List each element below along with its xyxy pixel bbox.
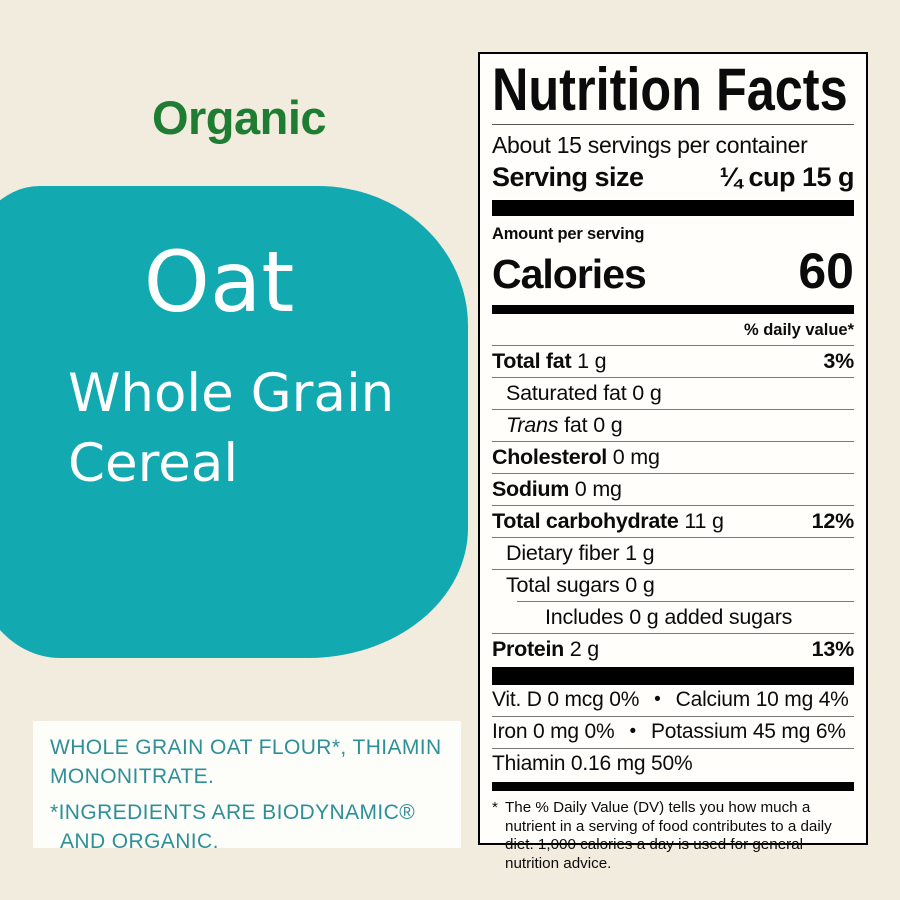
title-divider: [492, 123, 854, 125]
nutrient-row: Saturated fat 0 g: [492, 376, 854, 409]
organic-label: Organic: [151, 91, 327, 144]
bullet-separator: •: [654, 689, 661, 711]
nutrient-rows: Total fat 1 g 3% Saturated fat 0 g Trans fa…: [492, 344, 855, 665]
calories-value: 60: [798, 242, 854, 299]
medium-divider-bar: [492, 304, 854, 314]
micronutrient-value: Vit. D 0 mcg 0%: [492, 688, 640, 712]
nutrient-row: Dietary fiber 1 g: [492, 536, 854, 569]
ingredients-text: WHOLE GRAIN OAT FLOUR*, THIAMIN MONONITR…: [50, 736, 442, 788]
product-name-line2: Whole Grain: [68, 363, 395, 425]
serving-size-value: ¼ cup 15 g: [719, 161, 854, 192]
amount-per-serving-label: Amount per serving: [492, 224, 645, 243]
micronutrient-row: Vit. D 0 mcg 0% • Calcium 10 mg 4%: [492, 685, 854, 716]
bullet-separator: •: [629, 721, 637, 743]
product-name-line1: Oat: [143, 233, 295, 331]
nutrient-row: Total fat 1 g 3%: [492, 344, 854, 377]
servings-per-container: About 15 servings per container: [492, 131, 808, 158]
daily-value-percent: 12%: [811, 508, 855, 533]
micronutrient-row: Thiamin 0.16 mg 50%: [492, 747, 854, 780]
medium-divider-bar: [492, 781, 854, 791]
micronutrient-rows: Vit. D 0 mcg 0% • Calcium 10 mg 4% Iron 0 m…: [492, 685, 854, 780]
micronutrient-value: Calcium 10 mg 4%: [675, 688, 849, 712]
nutrient-row: Total sugars 0 g: [492, 568, 854, 601]
nutrient-row: Total carbohydrate 11 g 12%: [492, 504, 855, 537]
nutrient-row: Includes 0 g added sugars: [517, 600, 854, 633]
nutrient-name-amount: Protein 2 g: [492, 636, 600, 661]
daily-value-footnote: * The % Daily Value (DV) tells you how m…: [492, 799, 854, 874]
micronutrient-value: Thiamin 0.16 mg 50%: [492, 752, 693, 776]
ingredients-footnote: *INGREDIENTS ARE BIODYNAMIC® AND ORGANIC…: [50, 800, 416, 853]
nutrient-name-amount: Trans fat 0 g: [506, 412, 623, 437]
footnote-asterisk: *: [492, 798, 498, 816]
nutrient-name-amount: Total fat 1 g: [492, 348, 607, 373]
ingredients-panel: WHOLE GRAIN OAT FLOUR*, THIAMIN MONONITR…: [33, 721, 461, 853]
nutrient-row: Sodium 0 mg: [492, 472, 854, 505]
thick-divider-bar: [492, 199, 854, 216]
nutrient-name-amount: Dietary fiber 1 g: [506, 540, 655, 565]
calories-row: Calories 60: [492, 242, 854, 300]
nutrient-name-amount: Sodium 0 mg: [492, 476, 622, 501]
nutrition-facts-label: Nutrition Facts About 15 servings per co…: [478, 52, 868, 872]
serving-size-row: Serving size ¼ cup 15 g: [492, 162, 854, 193]
thick-divider-bar: [492, 666, 854, 685]
product-name-line3: Cereal: [68, 432, 239, 494]
footnote-text: The % Daily Value (DV) tells you how muc…: [505, 798, 832, 873]
nutrient-name-amount: Includes 0 g added sugars: [545, 604, 793, 629]
nutrient-row: Cholesterol 0 mg: [492, 440, 854, 473]
nutrient-row: Protein 2 g 13%: [492, 632, 855, 665]
micronutrient-row: Iron 0 mg 0% • Potassium 45 mg 6%: [492, 715, 854, 748]
nutrient-name-amount: Saturated fat 0 g: [506, 380, 662, 405]
nutrition-facts-title: Nutrition Facts: [492, 56, 848, 123]
daily-value-percent: 3%: [823, 348, 854, 373]
serving-size-label: Serving size: [492, 161, 644, 192]
nutrient-name-amount: Total carbohydrate 11 g: [492, 508, 724, 533]
daily-value-percent: 13%: [811, 636, 855, 661]
calories-label: Calories: [492, 250, 647, 297]
nutrient-row: Trans fat 0 g: [492, 408, 854, 441]
daily-value-header: % daily value*: [743, 320, 854, 339]
micronutrient-value: Iron 0 mg 0%: [492, 720, 615, 744]
teal-blob: Oat Whole Grain Cereal: [0, 186, 468, 658]
nutrient-name-amount: Total sugars 0 g: [506, 572, 655, 597]
nutrient-name-amount: Cholesterol 0 mg: [492, 444, 660, 469]
micronutrient-value: Potassium 45 mg 6%: [650, 720, 846, 744]
